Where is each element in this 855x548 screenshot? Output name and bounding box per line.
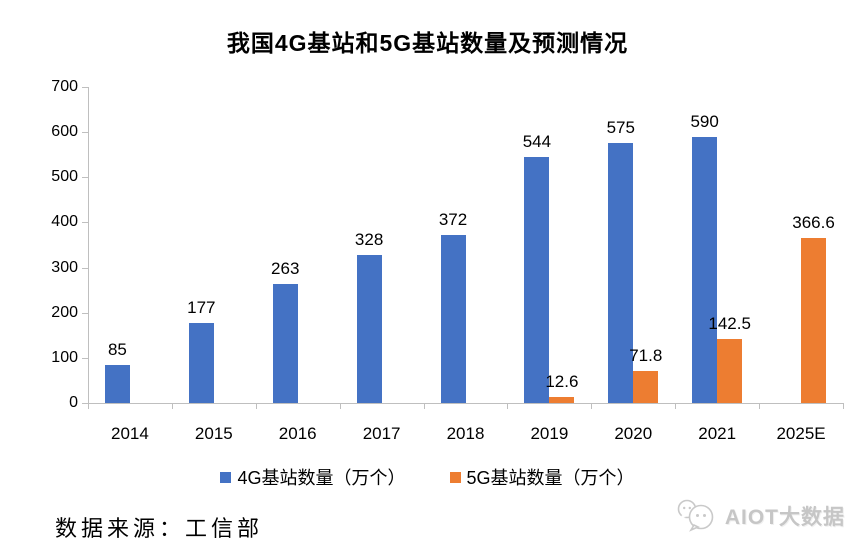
legend-swatch-5g: [449, 471, 461, 483]
y-axis-tick: [82, 177, 88, 179]
y-axis-label: 200: [51, 303, 78, 321]
data-label-4g-2020: 575: [606, 118, 635, 138]
data-label-5g-2025E: 366.6: [792, 212, 835, 232]
x-axis-label: 2021: [698, 424, 737, 443]
y-axis-label: 500: [51, 168, 78, 186]
x-axis-tick: [675, 403, 677, 409]
legend-label-5g: 5G基站数量（万个）: [466, 468, 635, 488]
y-axis-label: 700: [51, 78, 78, 95]
y-axis-label: 100: [51, 348, 78, 366]
wechat-chat-bubbles-icon: [677, 499, 714, 532]
data-label-5g-2021: 142.5: [708, 313, 751, 333]
x-axis-label: 2025E: [776, 424, 826, 443]
bar-4g-2019: [524, 157, 550, 403]
data-label-4g-2018: 372: [438, 210, 468, 230]
data-label-4g-2016: 263: [271, 259, 300, 279]
y-axis-tick: [82, 132, 88, 134]
x-axis-tick: [759, 403, 761, 409]
bar-4g-2020: [608, 143, 634, 403]
bar-5g-2025E: [801, 237, 827, 403]
y-axis-label: 300: [51, 258, 78, 276]
x-axis-tick: [88, 403, 89, 409]
bar-4g-2015: [188, 323, 214, 403]
data-label-4g-2014: 85: [107, 339, 127, 359]
data-label-4g-2019: 544: [522, 132, 552, 152]
x-axis-label: 2014: [111, 424, 149, 443]
x-axis-line: [88, 403, 843, 404]
x-axis-label: 2017: [362, 424, 401, 443]
brand-logo-text: AIOT大数据: [724, 506, 845, 529]
x-axis-label: 2015: [194, 424, 233, 443]
bar-5g-2020: [633, 370, 659, 403]
bar-4g-2014: [104, 364, 130, 403]
bar-4g-2018: [440, 235, 466, 403]
bar-4g-2017: [356, 254, 382, 403]
brand-logo: AIOT大数据: [675, 498, 845, 534]
data-label-5g-2019: 12.6: [545, 372, 579, 392]
x-axis-tick: [255, 403, 257, 409]
legend-item-5g: 5G基站数量（万个）: [449, 464, 635, 490]
x-axis-label: 2018: [446, 424, 485, 443]
y-axis-tick: [82, 87, 88, 88]
bar-4g-2021: [692, 136, 718, 403]
data-label-4g-2017: 328: [354, 229, 384, 249]
y-axis-tick: [82, 267, 88, 269]
bar-4g-2016: [272, 284, 298, 403]
legend: 4G基站数量（万个） 5G基站数量（万个）: [0, 464, 855, 490]
data-label-4g-2021: 590: [690, 111, 719, 131]
y-axis-tick: [82, 403, 88, 404]
y-axis-label: 0: [69, 394, 78, 411]
x-axis-tick: [507, 403, 509, 409]
data-label-5g-2020: 71.8: [629, 345, 663, 365]
x-axis-label: 2016: [278, 424, 317, 443]
y-axis-label: 400: [51, 213, 78, 231]
y-axis-tick: [82, 312, 88, 314]
legend-label-4g: 4G基站数量（万个）: [237, 468, 406, 488]
data-source-note: 数据来源：工信部: [55, 516, 264, 541]
x-axis-label: 2019: [530, 424, 569, 443]
y-axis-tick: [82, 357, 88, 359]
y-axis-tick: [82, 222, 88, 224]
bar-5g-2019: [549, 397, 575, 403]
x-axis-tick: [591, 403, 593, 409]
legend-item-4g: 4G基站数量（万个）: [220, 464, 406, 490]
y-axis-line: [88, 87, 89, 403]
x-axis-tick: [171, 403, 173, 409]
x-axis-label: 2020: [614, 424, 653, 443]
legend-swatch-4g: [220, 471, 232, 483]
chart-title: 我国4G基站和5G基站数量及预测情况: [226, 30, 629, 56]
bar-5g-2021: [717, 338, 743, 403]
x-axis-tick: [339, 403, 341, 409]
x-axis-tick: [843, 403, 844, 409]
y-axis-label: 600: [51, 123, 78, 141]
data-label-4g-2015: 177: [187, 298, 216, 318]
x-axis-tick: [423, 403, 425, 409]
